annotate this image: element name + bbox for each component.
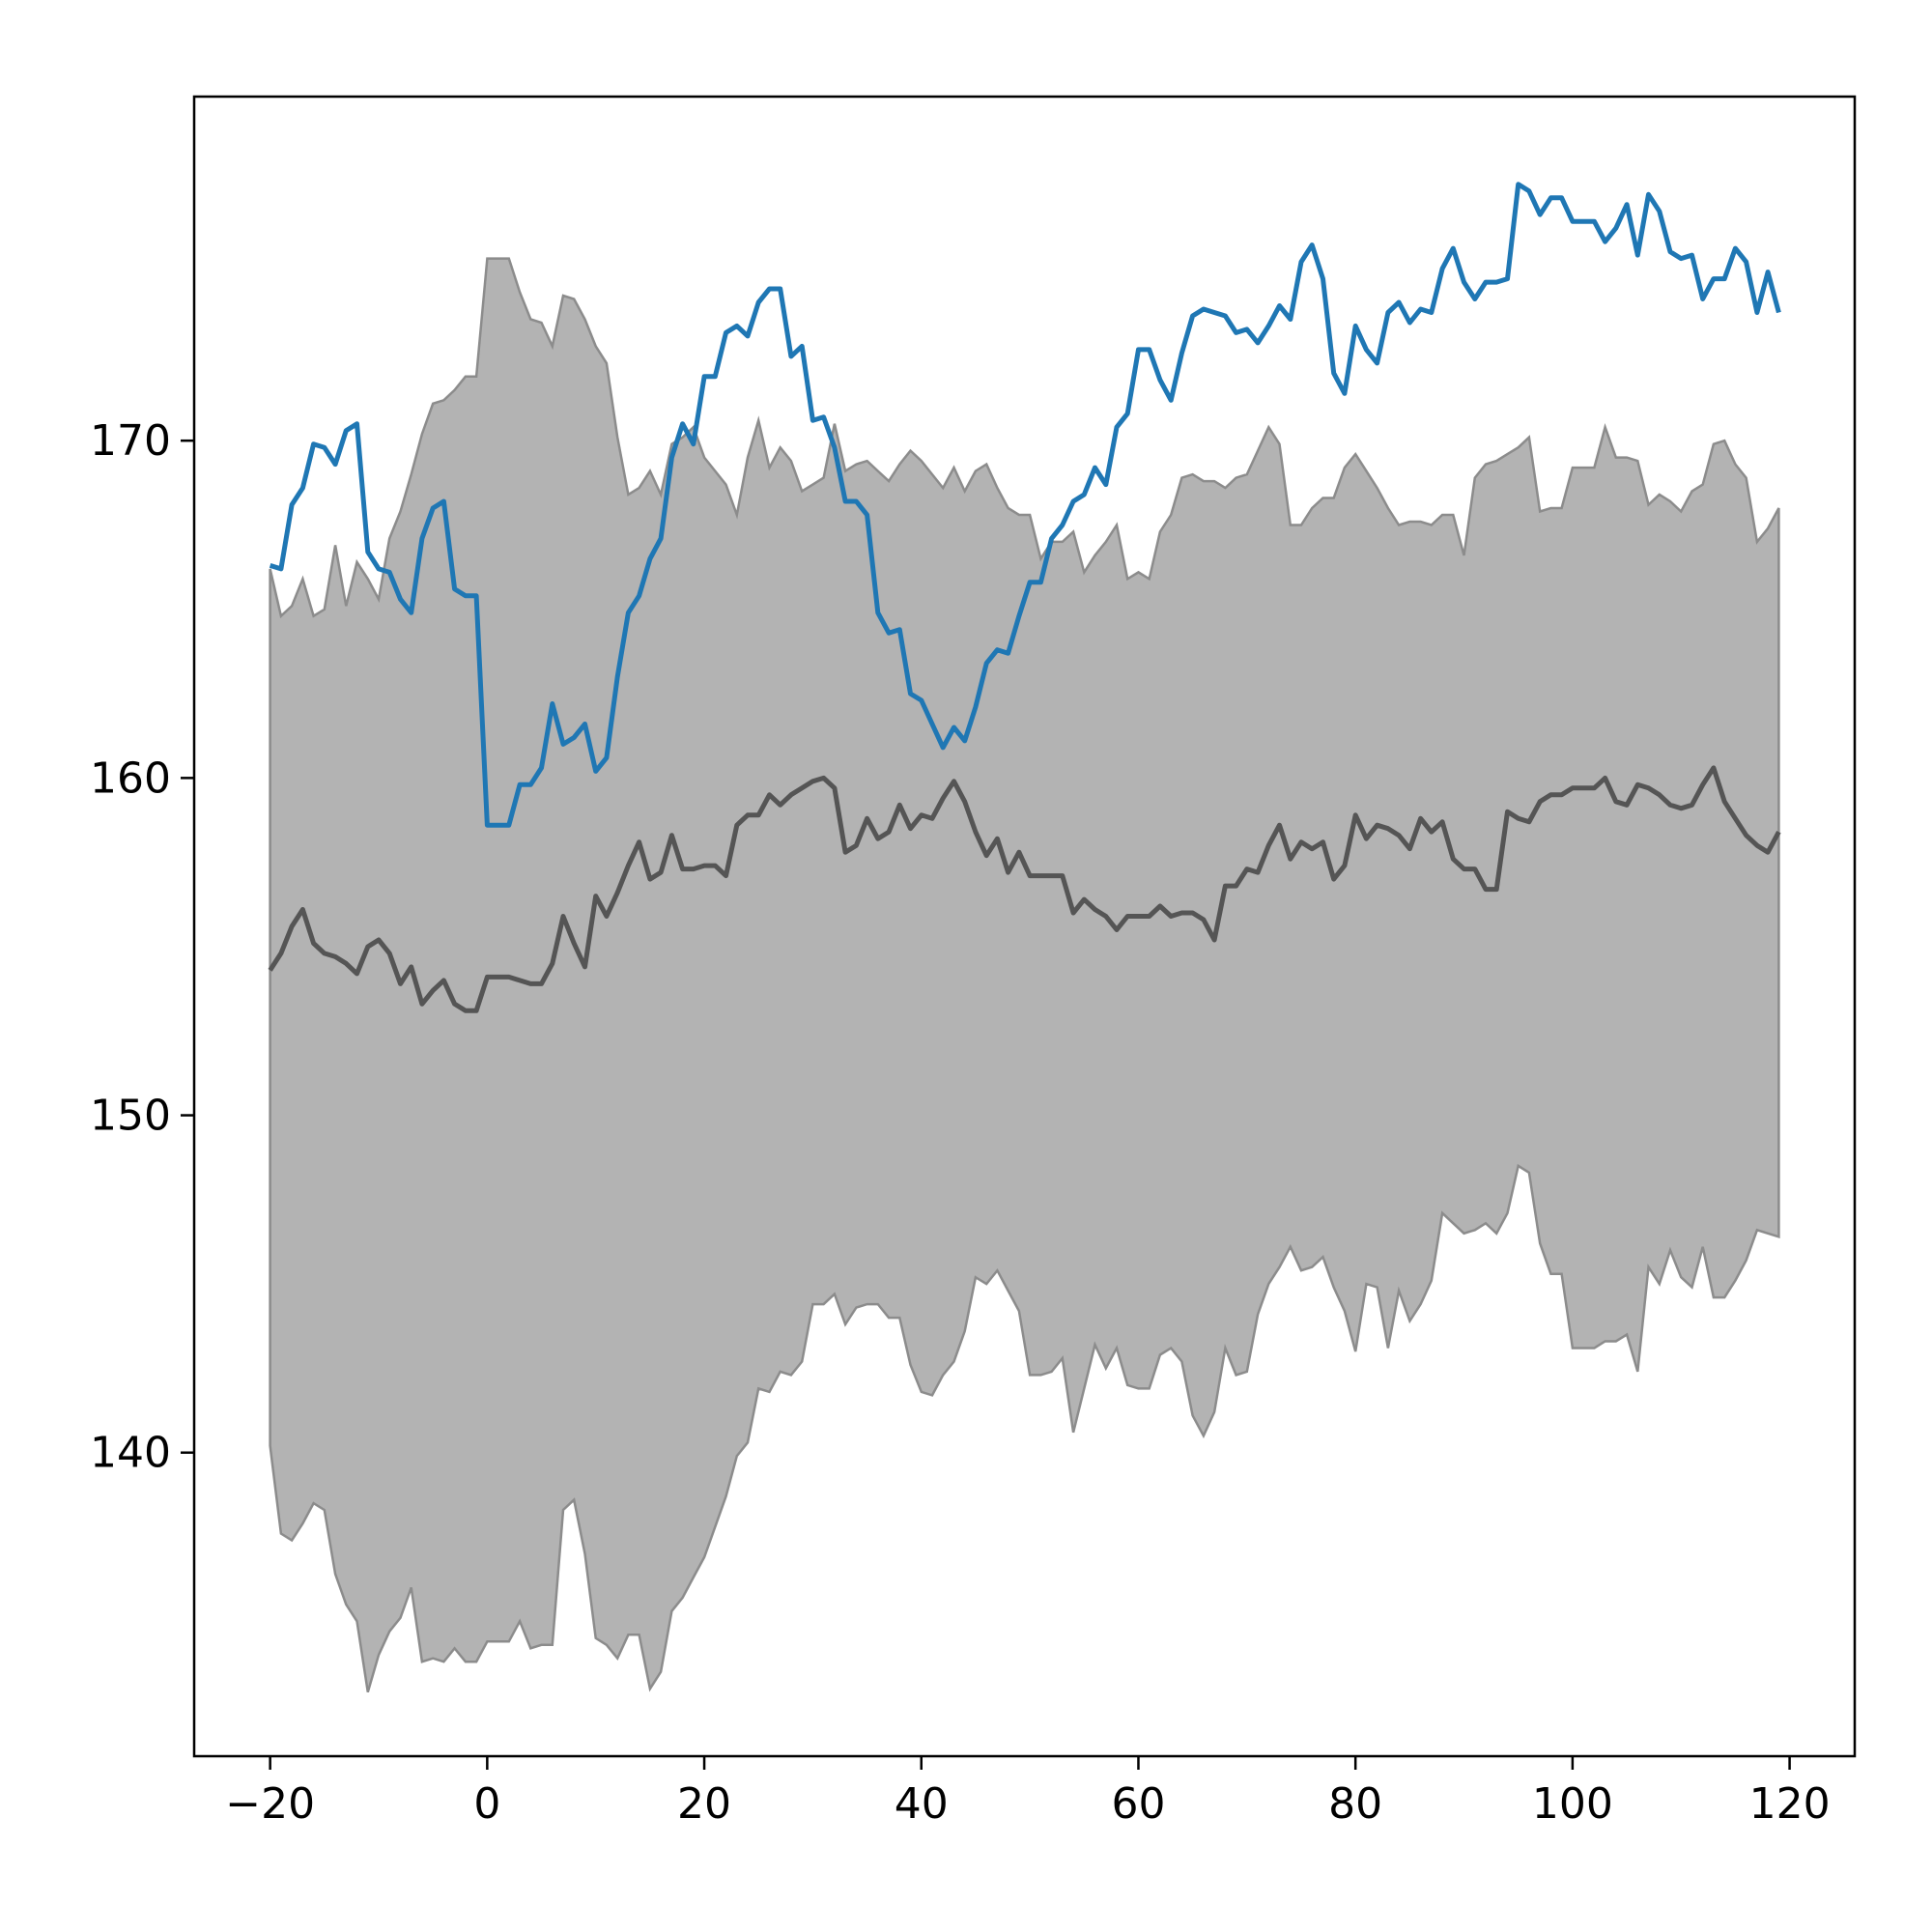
axes-frame [192, 95, 1857, 1758]
y-axis: 140 150 160 170 [90, 416, 194, 1478]
x-tick-label: 100 [1532, 1779, 1613, 1829]
x-tick-label: 0 [473, 1779, 500, 1829]
x-tick-label: 20 [677, 1779, 731, 1829]
plot-area [268, 182, 1781, 1693]
y-tick-label: 140 [90, 1429, 171, 1478]
y-tick-label: 150 [90, 1092, 171, 1141]
mean-series-line [268, 765, 1781, 1013]
observed-series-line [269, 182, 1781, 828]
confidence-band [269, 257, 1780, 1693]
y-tick-label: 160 [90, 753, 171, 803]
y-tick-label: 170 [90, 416, 171, 466]
x-tick-label: −20 [225, 1779, 315, 1829]
x-tick-label: 80 [1328, 1779, 1382, 1829]
x-tick-label: 120 [1749, 1779, 1831, 1829]
x-axis: −20 0 20 40 60 80 100 120 [225, 1756, 1831, 1829]
x-tick-label: 60 [1111, 1779, 1165, 1829]
x-tick-label: 40 [895, 1779, 949, 1829]
